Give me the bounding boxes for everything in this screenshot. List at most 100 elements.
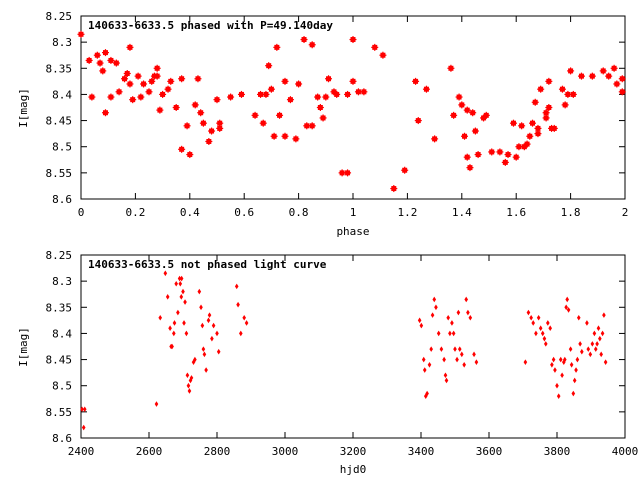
data-point — [267, 85, 275, 93]
data-point — [434, 304, 438, 311]
x-tick-label: 4000 — [612, 445, 639, 458]
data-point — [262, 90, 270, 98]
x-tick-label: 3000 — [272, 445, 299, 458]
data-point — [580, 348, 584, 355]
data-point — [466, 164, 474, 172]
data-point — [206, 317, 211, 324]
data-point — [550, 124, 558, 132]
data-point — [96, 59, 104, 67]
data-point — [153, 64, 161, 72]
data-point — [115, 88, 123, 96]
data-point — [509, 119, 517, 127]
y-tick-label: 8.6 — [52, 432, 72, 445]
y-tick-label: 8.45 — [46, 115, 73, 128]
data-point — [462, 362, 466, 368]
data-point — [442, 356, 446, 363]
data-point — [333, 90, 341, 98]
data-point — [286, 96, 294, 104]
data-point — [431, 135, 439, 143]
data-point — [613, 80, 621, 88]
data-point — [534, 130, 542, 138]
x-axis-label: hjd0 — [340, 463, 367, 476]
data-point — [518, 122, 526, 130]
data-point — [563, 356, 567, 363]
data-point — [605, 72, 613, 80]
phased-light-curve-panel: 140633-6633.5 phased with P=49.140day ph… — [17, 10, 628, 238]
data-point — [574, 367, 578, 373]
y-tick-label: 8.55 — [46, 406, 73, 419]
x-axis-label: phase — [336, 225, 369, 238]
data-point — [137, 93, 145, 101]
data-point — [512, 153, 520, 161]
plot-frame — [80, 254, 626, 439]
data-point — [450, 320, 454, 326]
data-point — [300, 36, 308, 44]
data-point — [213, 96, 221, 104]
data-point — [193, 356, 197, 363]
data-point — [536, 314, 541, 321]
data-point — [191, 101, 199, 109]
data-point — [585, 320, 589, 326]
data-point — [200, 322, 205, 329]
data-point — [154, 401, 159, 407]
data-point — [371, 43, 379, 51]
data-point — [82, 406, 87, 413]
x-tick-label: 2400 — [68, 445, 95, 458]
data-point — [427, 362, 432, 368]
y-tick-label: 8.25 — [46, 249, 73, 262]
data-point — [542, 114, 550, 122]
data-point — [134, 72, 142, 80]
y-tick-label: 8.6 — [52, 193, 72, 206]
axis-ticks: 2400 2600 2800 3000 3200 3400 3600 3800 4000 8.25… — [46, 249, 639, 458]
data-point — [93, 51, 101, 59]
data-point — [504, 151, 512, 159]
data-point — [456, 309, 461, 316]
data-points — [80, 270, 608, 431]
data-point — [308, 41, 316, 49]
data-point — [140, 80, 148, 88]
data-point — [165, 294, 170, 300]
data-point — [178, 145, 186, 153]
data-point — [158, 314, 163, 321]
data-point — [227, 93, 235, 101]
data-point — [417, 317, 422, 324]
y-tick-label: 8.35 — [46, 301, 73, 314]
data-point — [236, 301, 240, 308]
data-point — [531, 320, 535, 326]
data-point — [187, 388, 192, 394]
data-point — [560, 372, 564, 379]
axis-ticks: 0 0.2 0.4 0.6 0.8 1 1.2 1.4 1.6 1.8 2 8.25 8.3 8.35 8.… — [46, 10, 629, 219]
data-point — [586, 346, 591, 352]
data-point — [472, 351, 476, 358]
y-tick-label: 8.5 — [52, 141, 72, 154]
data-point — [443, 372, 448, 379]
data-point — [529, 119, 537, 127]
data-point — [349, 77, 357, 85]
data-point — [168, 325, 172, 331]
data-point — [123, 70, 131, 78]
data-point — [80, 406, 84, 413]
data-point — [577, 72, 585, 80]
data-point — [543, 341, 548, 347]
data-point — [186, 382, 191, 389]
data-point — [526, 309, 531, 316]
data-point — [501, 158, 509, 166]
data-point — [314, 93, 322, 101]
data-point — [390, 185, 398, 193]
data-point — [349, 36, 357, 44]
data-point — [618, 75, 626, 83]
x-tick-label: 1.2 — [397, 206, 417, 219]
data-point — [81, 424, 86, 431]
x-tick-label: 2800 — [204, 445, 231, 458]
data-point — [446, 314, 450, 321]
data-point — [174, 280, 178, 287]
x-tick-label: 3800 — [544, 445, 571, 458]
data-point — [545, 104, 553, 111]
data-point — [556, 393, 561, 399]
x-tick-label: 3200 — [340, 445, 367, 458]
data-point — [202, 351, 207, 358]
data-point — [558, 356, 563, 363]
data-point — [439, 346, 444, 352]
data-point — [425, 390, 429, 397]
